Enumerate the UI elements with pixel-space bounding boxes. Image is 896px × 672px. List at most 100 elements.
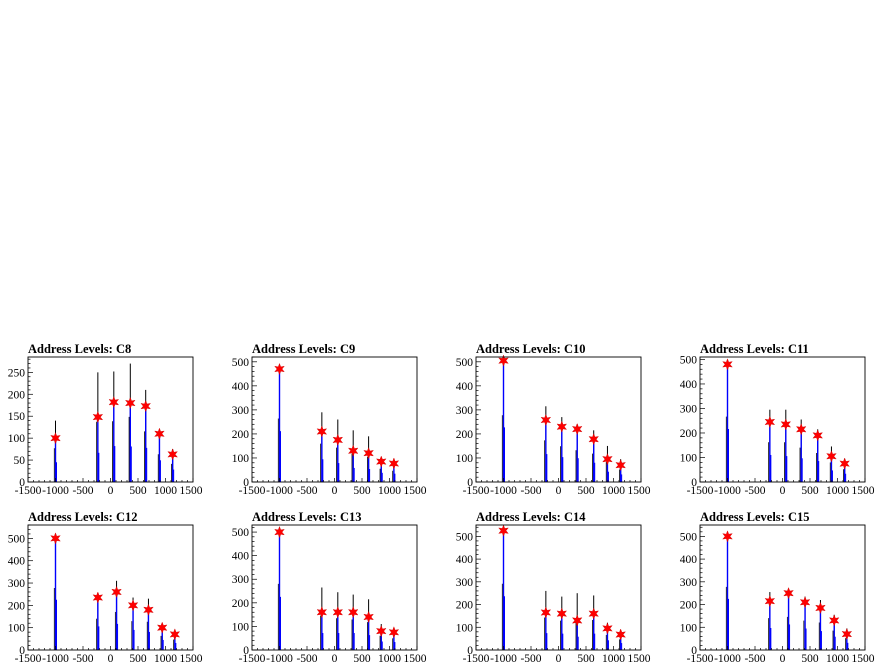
x-tick-label: -1500 <box>239 485 266 497</box>
plot-frame <box>475 356 642 483</box>
chart-svg: Address Levels: C9-1500 -1000 -500 0 500 1000… <box>232 342 427 497</box>
y-tick-label: 400 <box>232 551 250 563</box>
x-tick-label: -1000 <box>266 485 293 497</box>
x-tick-label: -1000 <box>490 653 517 665</box>
peak-marker <box>839 457 850 470</box>
chart-svg: Address Levels: C12 -1500 -1000 -500 0 500 100… <box>8 510 203 665</box>
x-tick-label: 1500 <box>628 485 651 497</box>
peak-marker <box>347 444 359 457</box>
chart-panel: Address Levels: C14 -1500 -1000 -500 0 500 100… <box>448 504 672 672</box>
x-tick-label: 1000 <box>154 653 177 665</box>
x-tick-label: 1000 <box>378 485 401 497</box>
peak-marker <box>783 587 794 600</box>
y-tick-label: 200 <box>680 600 698 612</box>
plot-frame <box>27 524 194 651</box>
peak-marker <box>498 354 509 367</box>
peak-marker <box>764 415 776 429</box>
peak-marker <box>50 432 61 445</box>
y-tick-label: 0 <box>691 645 697 657</box>
x-tick-label: -1500 <box>15 653 42 665</box>
y-tick-label: 0 <box>467 645 473 657</box>
peak-marker <box>108 396 120 409</box>
chart-title: Address Levels: C13 <box>252 510 362 524</box>
x-tick-label: 1500 <box>628 653 651 665</box>
peak-marker <box>316 425 328 438</box>
x-tick-label: -500 <box>296 653 317 665</box>
peak-marker <box>332 606 344 619</box>
y-tick-label: 500 <box>680 354 698 366</box>
peak-marker <box>828 614 840 627</box>
peak-marker <box>602 453 613 466</box>
x-tick-label: -1000 <box>714 653 741 665</box>
x-tick-label: 1500 <box>852 653 875 665</box>
chart-svg: Address Levels: C8-1500 -1000 -500 0 500 1000… <box>8 342 203 497</box>
x-tick-label: 500 <box>129 485 147 497</box>
peak-marker <box>812 429 823 442</box>
x-tick-label: -1000 <box>42 653 69 665</box>
peak-marker <box>375 625 387 638</box>
y-tick-label: 100 <box>232 453 250 465</box>
x-tick-label: 0 <box>108 653 114 665</box>
x-tick-label: 500 <box>353 653 371 665</box>
y-tick-label: 500 <box>232 527 250 539</box>
y-tick-label: 300 <box>456 577 474 589</box>
y-tick-label: 100 <box>8 433 26 445</box>
x-tick-label: 1500 <box>180 653 203 665</box>
x-tick-label: -500 <box>72 485 93 497</box>
chart-svg: Address Levels: C14 -1500 -1000 -500 0 500 100… <box>456 510 651 665</box>
peak-marker <box>125 396 136 410</box>
y-tick-label: 200 <box>456 429 474 441</box>
y-tick-label: 200 <box>456 600 474 612</box>
chart-panel: Address Levels: C12 -1500 -1000 -500 0 500 100… <box>0 504 224 672</box>
peak-marker <box>780 418 792 431</box>
x-tick-label: -500 <box>744 653 765 665</box>
peak-marker <box>795 423 807 436</box>
x-tick-label: 500 <box>129 653 147 665</box>
plot-frame <box>699 524 866 651</box>
peak-marker <box>363 610 374 624</box>
peak-marker <box>588 607 599 620</box>
chart-title: Address Levels: C10 <box>476 342 586 356</box>
y-tick-label: 100 <box>456 622 474 634</box>
y-tick-label: 500 <box>680 531 698 543</box>
peak-marker <box>571 423 583 436</box>
y-tick-label: 500 <box>8 533 26 545</box>
x-tick-label: -1000 <box>266 653 293 665</box>
peak-marker <box>140 400 151 413</box>
chart-panel: Address Levels: C10 -1500 -1000 -500 0 500 100… <box>448 336 672 504</box>
peak-marker <box>388 626 400 639</box>
y-tick-label: 250 <box>8 367 26 379</box>
x-tick-label: 0 <box>332 485 338 497</box>
x-tick-label: 1000 <box>602 653 625 665</box>
y-tick-label: 300 <box>680 403 698 415</box>
y-tick-label: 100 <box>680 622 698 634</box>
x-tick-label: 500 <box>801 653 819 665</box>
x-tick-label: -1500 <box>239 653 266 665</box>
x-tick-label: 0 <box>556 653 562 665</box>
peak-marker <box>602 622 613 635</box>
y-tick-label: 150 <box>8 411 26 423</box>
chart-title: Address Levels: C9 <box>252 342 355 356</box>
chart-panel: Address Levels: C11 -1500 -1000 -500 0 500 100… <box>672 336 896 504</box>
chart-panel: Address Levels: C13 -1500 -1000 -500 0 500 100… <box>224 504 448 672</box>
y-tick-label: 500 <box>456 531 474 543</box>
peak-marker <box>764 595 776 608</box>
plot-frame <box>699 356 866 483</box>
peak-marker <box>92 411 104 424</box>
chart-title: Address Levels: C8 <box>28 342 131 356</box>
y-tick-label: 50 <box>14 455 26 467</box>
y-tick-label: 100 <box>456 453 474 465</box>
y-tick-label: 200 <box>232 429 250 441</box>
peak-marker <box>826 450 837 463</box>
chart-title: Address Levels: C11 <box>700 342 809 356</box>
x-tick-label: 0 <box>332 653 338 665</box>
peak-marker <box>540 413 552 427</box>
peak-marker <box>111 585 122 599</box>
chart-svg: Address Levels: C11 -1500 -1000 -500 0 500 100… <box>680 342 875 497</box>
x-tick-label: 500 <box>577 485 595 497</box>
x-tick-label: -1500 <box>687 485 714 497</box>
chart-panel: Address Levels: C15 -1500 -1000 -500 0 500 100… <box>672 504 896 672</box>
y-tick-label: 300 <box>232 574 250 586</box>
peak-marker <box>127 599 139 612</box>
